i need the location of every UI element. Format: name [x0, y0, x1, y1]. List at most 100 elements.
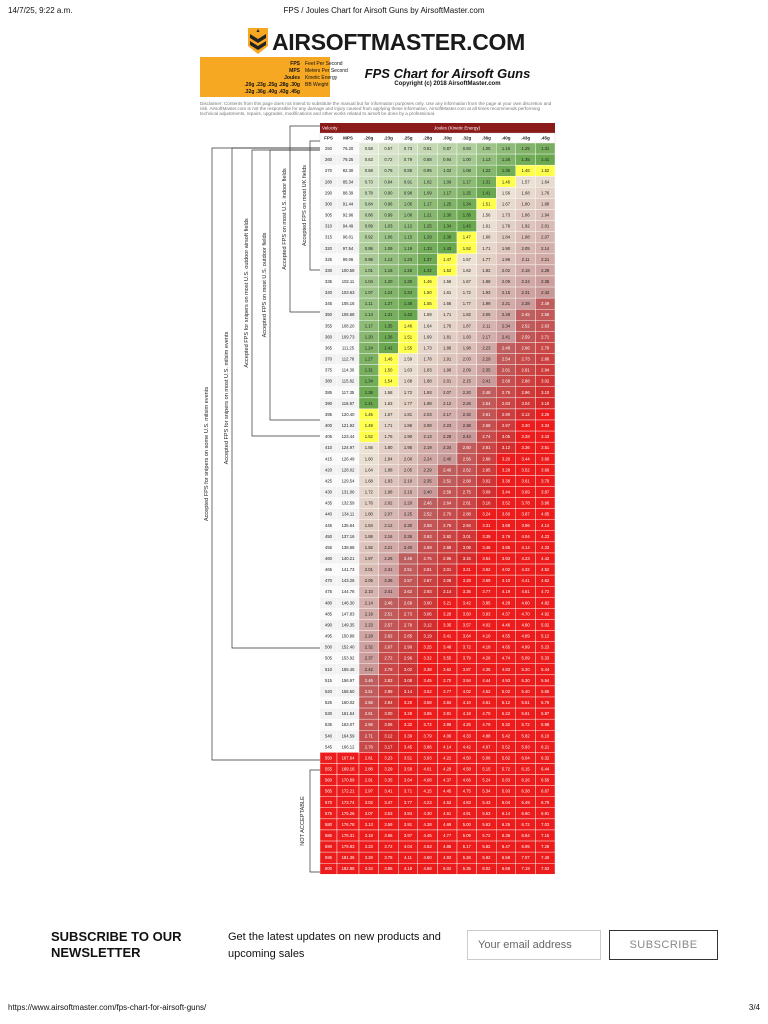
- cell: 0.92: [365, 235, 374, 240]
- cell: 3.23: [384, 755, 393, 760]
- cell: 4.80: [522, 622, 531, 627]
- cell: 385: [325, 390, 333, 395]
- cell: 3.28: [522, 434, 531, 439]
- cell: 1.59: [424, 312, 433, 317]
- cell: 1.52: [463, 246, 472, 251]
- cell: 3.58: [404, 767, 413, 772]
- cell: 5.44: [541, 667, 550, 672]
- cell: 430: [325, 490, 333, 495]
- cell: 2.15: [404, 490, 413, 495]
- cell: 515: [325, 678, 333, 683]
- cell: 5.33: [541, 656, 550, 661]
- cell: 3.06: [384, 722, 393, 727]
- legend-key: FPS: [290, 61, 300, 67]
- cell: 2.58: [443, 490, 452, 495]
- cell: 3.65: [424, 711, 433, 716]
- cell: 3.32: [404, 722, 413, 727]
- cell: 520: [325, 689, 333, 694]
- cell: 2.56: [463, 456, 472, 461]
- cell: 280: [325, 179, 333, 184]
- cell: 0.96: [384, 201, 393, 206]
- cell: 170.69: [342, 778, 355, 783]
- cell: 390: [325, 401, 333, 406]
- cell: 2.07: [384, 512, 393, 517]
- cell: 4.18: [404, 866, 413, 871]
- cell: 2.61: [365, 711, 374, 716]
- cell: 5.24: [482, 778, 491, 783]
- cell: 2.91: [365, 778, 374, 783]
- cell: 6.58: [502, 855, 511, 860]
- cell: 4.04: [404, 844, 413, 849]
- cell: 595: [325, 855, 333, 860]
- cell: 4.50: [463, 755, 472, 760]
- cell: 2.61: [482, 412, 491, 417]
- cell: 7.40: [541, 855, 550, 860]
- cell: 355: [325, 323, 333, 328]
- cell: 2.26: [384, 556, 393, 561]
- cell: 0.81: [424, 146, 433, 151]
- cell: 3.43: [541, 434, 550, 439]
- cell: 152.40: [342, 645, 355, 650]
- cell: 6.49: [522, 800, 531, 805]
- cell: 365: [325, 345, 333, 350]
- cell: 0.98: [365, 257, 374, 262]
- cell: 575: [325, 811, 333, 816]
- cell: 250: [325, 146, 333, 151]
- cell: 3.93: [502, 556, 511, 561]
- cell: 5.15: [482, 767, 491, 772]
- cell: 3.64: [404, 778, 413, 783]
- cell: 3.32: [424, 656, 433, 661]
- cell: 2.75: [463, 490, 472, 495]
- cell: 540: [325, 733, 333, 738]
- logo-badge: [248, 28, 268, 54]
- cell: 3.00: [424, 600, 433, 605]
- cell: 99.06: [343, 257, 354, 262]
- cell-bg: [535, 863, 556, 875]
- cell: 1.94: [541, 213, 550, 218]
- cell: 3.87: [522, 512, 531, 517]
- cell: 2.03: [424, 412, 433, 417]
- cell: 1.67: [463, 279, 472, 284]
- header-band: [320, 123, 555, 133]
- cell: 2.68: [404, 600, 413, 605]
- subscribe-button[interactable]: SUBSCRIBE: [609, 930, 718, 960]
- cell: 3.02: [404, 667, 413, 672]
- cell: 3.39: [404, 733, 413, 738]
- range-bracket: [251, 149, 320, 437]
- cell: 6.14: [502, 811, 511, 816]
- cell: 3.16: [482, 501, 491, 506]
- cell: 3.64: [463, 634, 472, 639]
- cell: 0.58: [365, 146, 374, 151]
- cell: 3.24: [482, 512, 491, 517]
- cell: 4.01: [424, 767, 433, 772]
- cell: 580: [325, 822, 333, 827]
- cell: 1.76: [365, 501, 374, 506]
- cell: 4.92: [541, 611, 550, 616]
- cell: 1.47: [463, 235, 472, 240]
- cell: 124.97: [342, 445, 355, 450]
- cell: 1.79: [502, 224, 511, 229]
- cell: 179.83: [342, 844, 355, 849]
- cell: 2.69: [424, 545, 433, 550]
- cell: 149.35: [342, 622, 355, 627]
- cell: 176.78: [342, 822, 355, 827]
- cell: 2.73: [522, 357, 531, 362]
- email-input[interactable]: Your email address: [467, 930, 601, 960]
- cell: 2.41: [502, 334, 511, 339]
- logo-text: AIRSOFTMASTER.COM: [272, 29, 525, 55]
- cell: 2.32: [463, 412, 472, 417]
- cell: 112.78: [342, 357, 355, 362]
- cell: 2.09: [463, 368, 472, 373]
- cell: 3.85: [502, 545, 511, 550]
- cell: 4.25: [463, 722, 472, 727]
- cell: 2.46: [384, 600, 393, 605]
- cell: 1.57: [522, 179, 531, 184]
- cell: 1.52: [443, 268, 452, 273]
- cell: 360: [325, 334, 333, 339]
- cell: 1.31: [541, 146, 550, 151]
- cell: 3.34: [541, 423, 550, 428]
- cell: 1.07: [365, 290, 374, 295]
- cell: 4.51: [522, 589, 531, 594]
- cell: 2.26: [463, 401, 472, 406]
- cell: 0.79: [404, 157, 413, 162]
